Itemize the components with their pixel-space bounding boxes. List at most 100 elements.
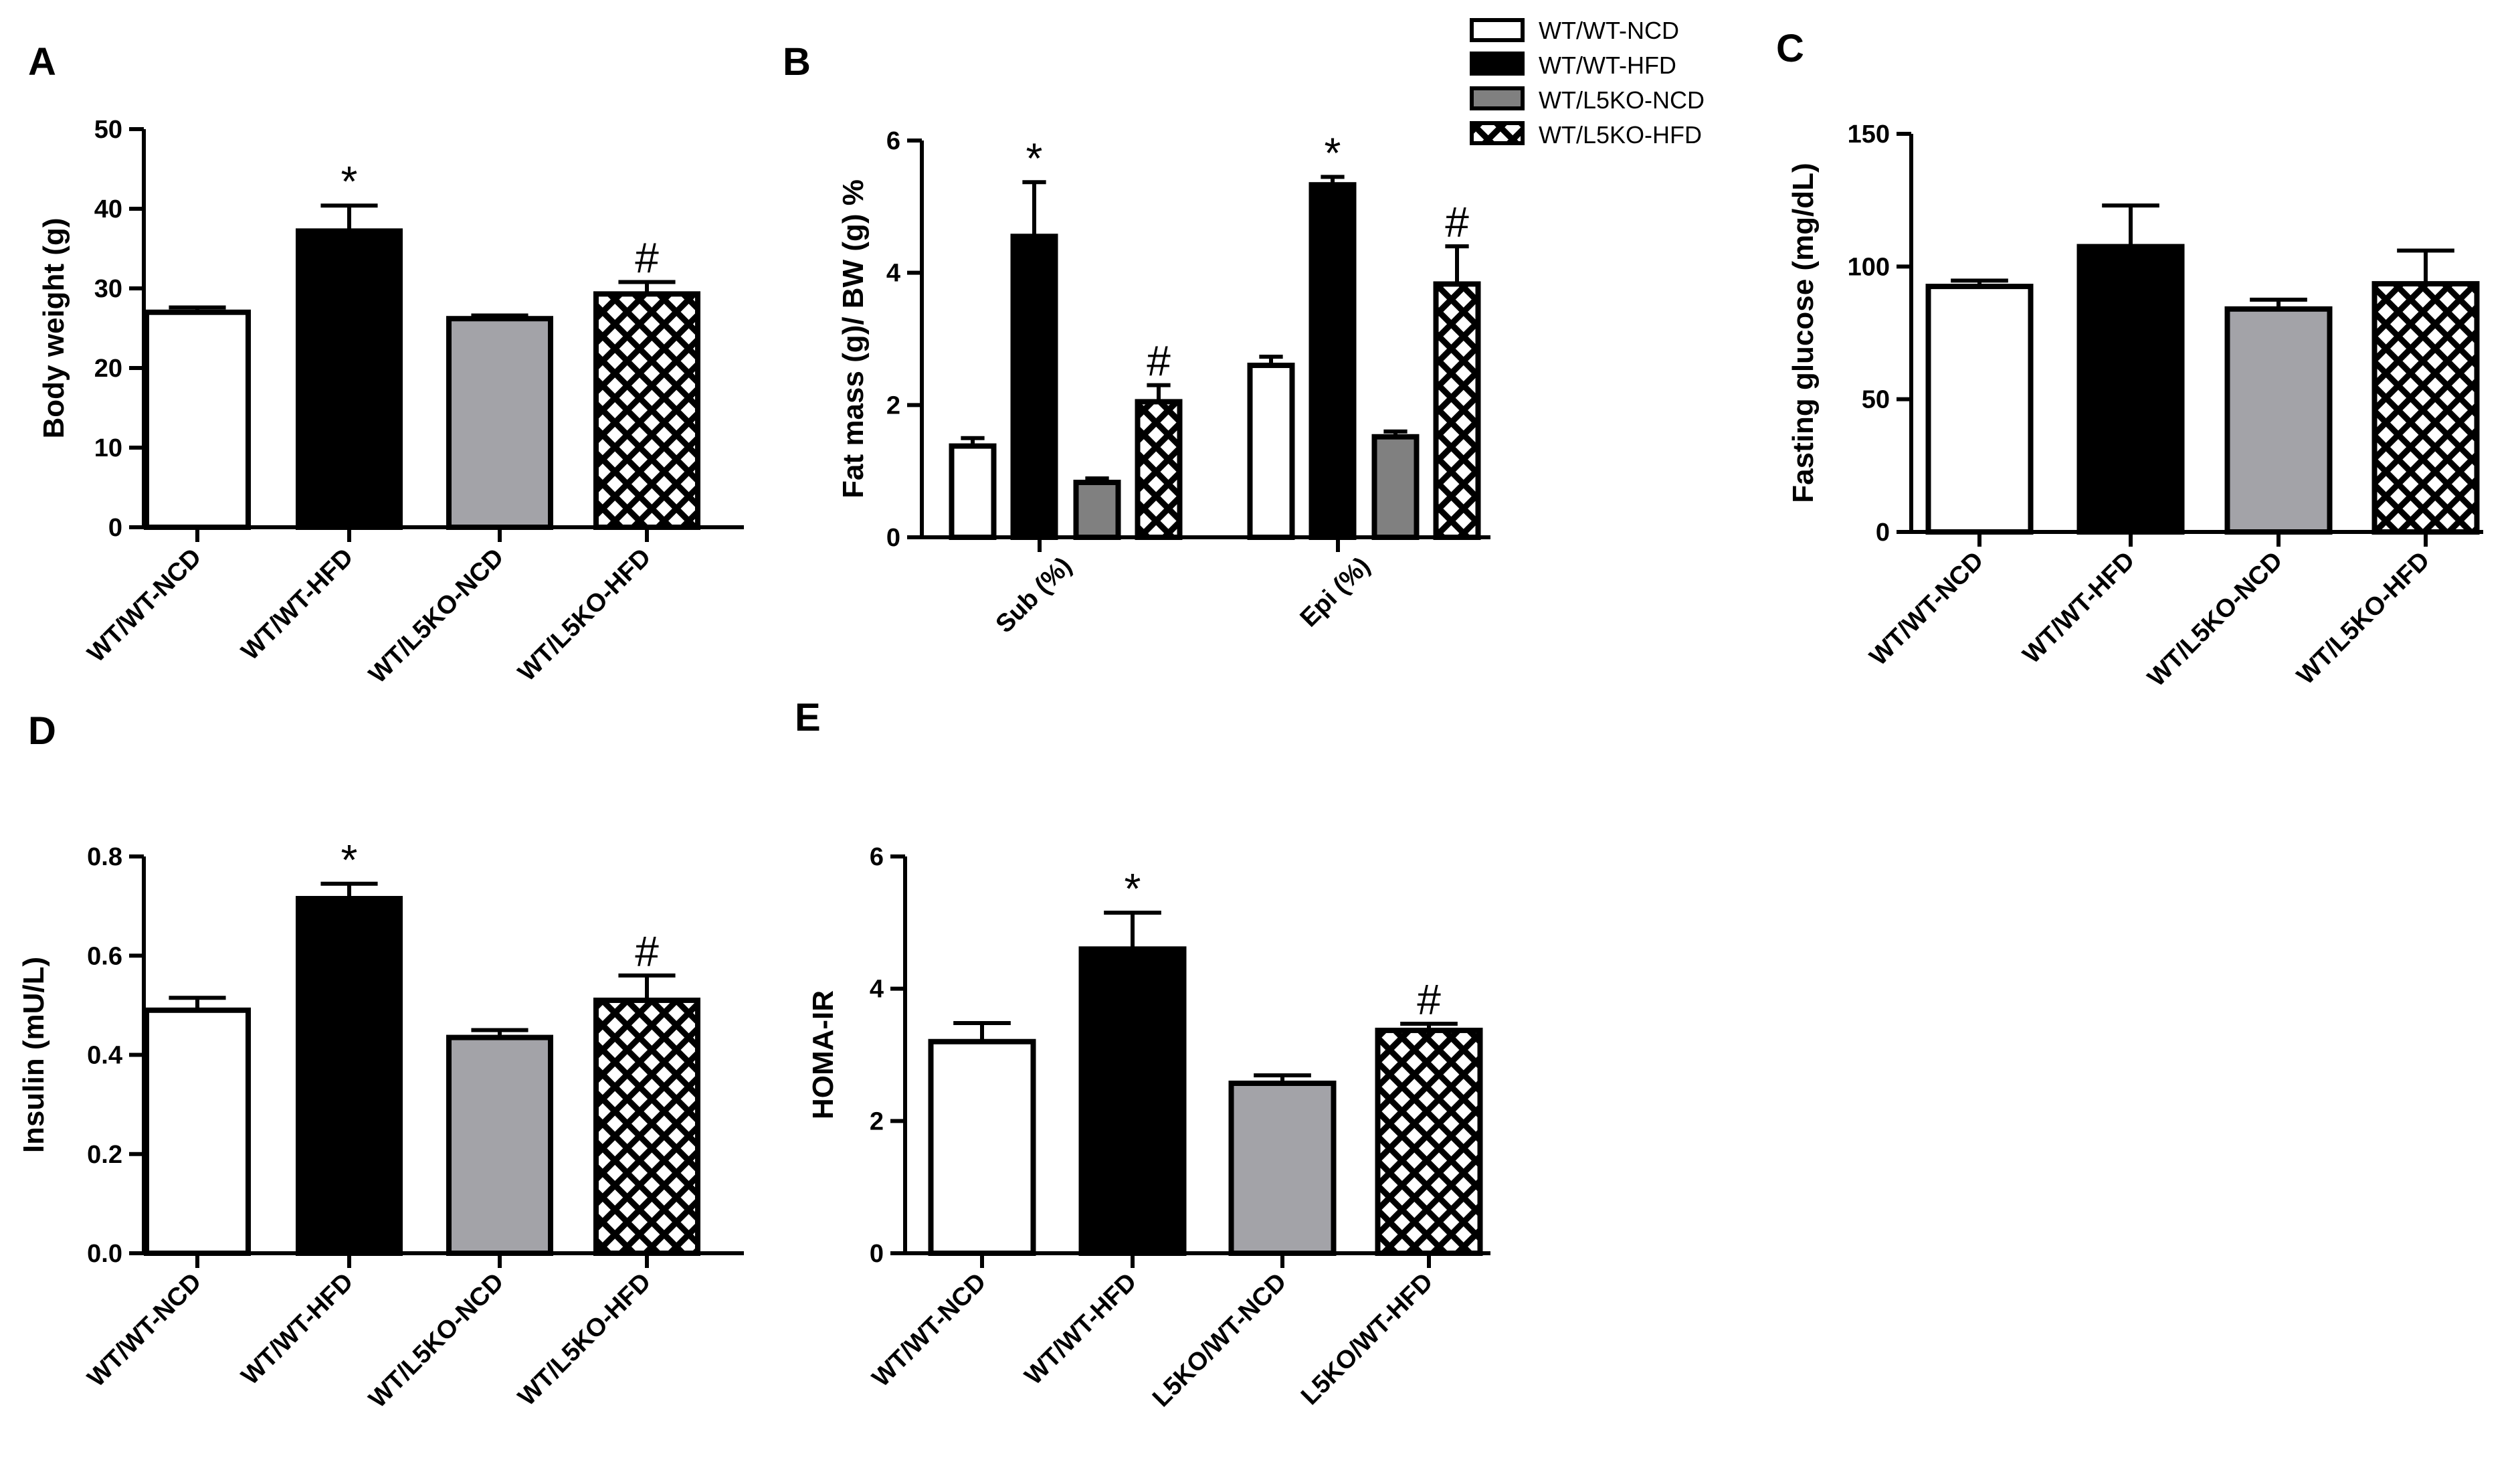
legend-swatch-wt-l5ko-hfd <box>1470 121 1525 145</box>
x-tick-label-b: Sub (%) <box>991 552 1078 639</box>
significance-star-b: * <box>1026 134 1043 182</box>
y-tick-label-b: 4 <box>886 260 900 288</box>
x-tick-label-c: WT/L5KO-NCD <box>2143 547 2289 693</box>
y-axis-label-e: HOMA-IR <box>807 990 840 1119</box>
legend-entry-wt-wt-ncd: WT/WT-NCD <box>1470 17 1679 44</box>
panel-letter-e: E <box>795 696 821 739</box>
legend-entry-wt-l5ko-ncd: WT/L5KO-NCD <box>1470 86 1705 114</box>
x-tick-label-a: WT/WT-HFD <box>236 543 359 666</box>
x-tick-label-e: WT/WT-NCD <box>867 1268 991 1392</box>
significance-hash-a: # <box>635 234 659 282</box>
x-tick-label-e: L5KO/WT-HFD <box>1296 1268 1438 1410</box>
bar-b-epi-wt-l5ko-ncd <box>1371 434 1420 540</box>
chart-panel-b: 0 2 4 6 Fat mass (g)/ BW (g) % * # Sub (%) * # Epi… <box>837 127 1490 638</box>
bar-b-sub-wt-wt-hfd <box>1010 234 1058 540</box>
y-tick-label-a: 0 <box>108 514 122 542</box>
y-tick-label-a: 20 <box>94 355 122 383</box>
bar-d-wt-wt-hfd <box>296 896 403 1256</box>
bar-e-wt-wt-ncd <box>928 1038 1036 1256</box>
y-tick-label-e: 6 <box>870 843 884 871</box>
significance-star-b: * <box>1325 128 1341 177</box>
x-tick-label-a: WT/WT-NCD <box>82 543 207 668</box>
x-tick-label-c: WT/WT-NCD <box>1864 547 1989 671</box>
chart-panel-c: 0 50 100 150 Fasting glucose (mg/dL) WT/WT-NC… <box>1787 120 2483 692</box>
legend-swatch-wt-wt-hfd <box>1470 52 1525 76</box>
chart-panel-e: 0 2 4 6 HOMA-IR WT/WT-NCD * WT/WT-HFD L5KO/WT-NC… <box>807 843 1490 1412</box>
bar-e-l5ko-wt-ncd <box>1228 1080 1337 1256</box>
y-tick-label-a: 30 <box>94 275 122 303</box>
y-tick-label-d: 0.0 <box>87 1240 122 1268</box>
bar-b-epi-wt-wt-hfd <box>1309 182 1357 540</box>
y-tick-label-d: 0.6 <box>87 942 122 970</box>
legend: WT/WT-NCD WT/WT-HFD WT/L5KO-NCD WT/L5KO-… <box>1470 17 1705 149</box>
legend-entry-wt-l5ko-hfd: WT/L5KO-HFD <box>1470 121 1702 149</box>
bar-d-wt-l5ko-ncd <box>446 1034 553 1257</box>
y-tick-label-c: 100 <box>1848 253 1890 281</box>
y-tick-label-a: 50 <box>94 116 122 144</box>
y-tick-label-a: 40 <box>94 195 122 223</box>
x-tick-label-e: L5KO/WT-NCD <box>1147 1268 1292 1412</box>
bar-d-wt-wt-ncd <box>144 1007 251 1256</box>
x-tick-label-c: WT/WT-HFD <box>2018 547 2140 669</box>
y-tick-label-d: 0.8 <box>87 843 122 871</box>
bar-e-l5ko-wt-hfd <box>1375 1027 1483 1256</box>
bar-a-wt-l5ko-hfd <box>593 291 700 530</box>
legend-label-wt-l5ko-hfd: WT/L5KO-HFD <box>1539 121 1702 149</box>
y-tick-label-b: 6 <box>886 127 900 155</box>
legend-swatch-wt-l5ko-ncd <box>1470 86 1525 110</box>
bar-a-wt-wt-ncd <box>144 309 251 530</box>
x-tick-label-d: WT/WT-HFD <box>236 1268 359 1390</box>
y-tick-label-c: 0 <box>1876 519 1890 547</box>
bar-e-wt-wt-hfd <box>1078 946 1187 1257</box>
significance-hash-b: # <box>1147 337 1171 385</box>
chart-panel-d: 0.0 0.2 0.4 0.6 0.8 Insulin (mU/L) WT/WT-NCD * W… <box>17 836 744 1414</box>
significance-hash-b: # <box>1445 198 1469 246</box>
legend-label-wt-wt-ncd: WT/WT-NCD <box>1539 17 1679 44</box>
bar-c-wt-l5ko-hfd <box>2371 281 2480 535</box>
x-tick-label-a: WT/L5KO-NCD <box>364 543 510 689</box>
legend-swatch-wt-wt-ncd <box>1470 18 1525 42</box>
x-tick-label-c: WT/L5KO-HFD <box>2292 547 2436 691</box>
y-axis-label-d: Insulin (mU/L) <box>17 957 50 1153</box>
panel-letter-b: B <box>783 40 811 84</box>
x-tick-label-d: WT/L5KO-HFD <box>513 1268 657 1412</box>
bar-a-wt-wt-hfd <box>296 228 403 530</box>
legend-entry-wt-wt-hfd: WT/WT-HFD <box>1470 52 1676 79</box>
y-tick-label-b: 2 <box>886 391 900 420</box>
bar-b-sub-wt-l5ko-ncd <box>1073 479 1121 540</box>
panel-letter-a: A <box>28 40 56 84</box>
y-tick-label-e: 2 <box>870 1107 884 1135</box>
y-tick-label-c: 50 <box>1862 386 1890 414</box>
x-tick-label-e: WT/WT-HFD <box>1020 1268 1142 1390</box>
y-tick-label-e: 4 <box>870 976 884 1004</box>
y-axis-label-b: Fat mass (g)/ BW (g) % <box>837 179 870 498</box>
legend-label-wt-wt-hfd: WT/WT-HFD <box>1539 52 1676 79</box>
panel-letter-d: D <box>28 709 56 753</box>
panel-letter-c: C <box>1776 27 1804 70</box>
x-tick-label-d: WT/WT-NCD <box>82 1268 207 1392</box>
y-tick-label-b: 0 <box>886 524 900 552</box>
bar-b-sub-wt-l5ko-hfd <box>1135 399 1183 540</box>
bar-b-epi-wt-wt-ncd <box>1247 363 1295 540</box>
bar-c-wt-wt-ncd <box>1925 284 2034 535</box>
bar-c-wt-wt-hfd <box>2076 244 2185 535</box>
y-tick-label-a: 10 <box>94 434 122 462</box>
x-tick-label-b: Epi (%) <box>1295 552 1376 633</box>
significance-hash-e: # <box>1417 976 1441 1024</box>
x-tick-label-d: WT/L5KO-NCD <box>364 1268 510 1414</box>
y-axis-label-a: Body weight (g) <box>37 218 70 439</box>
bar-b-epi-wt-l5ko-hfd <box>1433 281 1481 540</box>
significance-star-d: * <box>341 836 358 884</box>
legend-label-wt-l5ko-ncd: WT/L5KO-NCD <box>1539 86 1705 114</box>
chart-panel-a: 0 10 20 30 40 50 Body weight (g) WT/WT-NCD * WT/W… <box>37 116 744 689</box>
y-tick-label-e: 0 <box>870 1240 884 1268</box>
y-tick-label-d: 0.2 <box>87 1141 122 1169</box>
y-tick-label-d: 0.4 <box>87 1042 122 1070</box>
bar-a-wt-l5ko-ncd <box>446 316 553 530</box>
y-tick-label-c: 150 <box>1848 120 1890 149</box>
x-tick-label-a: WT/L5KO-HFD <box>513 543 657 687</box>
y-axis-label-c: Fasting glucose (mg/dL) <box>1787 163 1820 503</box>
